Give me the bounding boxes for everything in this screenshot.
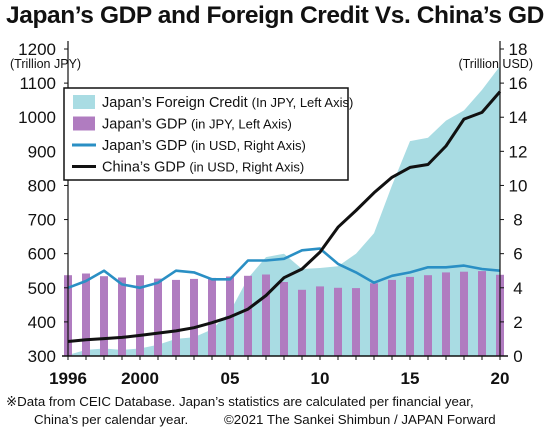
right-axis-unit: (Trillion USD) (458, 57, 533, 71)
left-tick-label-1100: 1100 (19, 74, 56, 93)
japan-gdp-bar-2000 (136, 275, 144, 356)
x-tick-label-1996: 1996 (49, 369, 87, 388)
legend-box (63, 87, 349, 181)
right-tick-label-0: 0 (513, 347, 522, 366)
left-tick-label-1000: 1000 (18, 108, 56, 127)
legend: Japan’s Foreign Credit (In JPY, Left Axi… (63, 87, 353, 181)
left-axis-unit: (Trillion JPY) (10, 57, 81, 71)
footnote: ※Data from CEIC Database. Japan’s statis… (6, 393, 538, 429)
legend-axis-note-china-gdp: (in USD, Right Axis) (189, 160, 304, 175)
legend-series-name-japan-gdp-usd: Japan’s GDP (102, 138, 191, 154)
right-tick-label-6: 6 (513, 245, 522, 264)
left-tick-label-700: 700 (28, 211, 56, 230)
legend-label-china-gdp: China’s GDP (in USD, Right Axis) (102, 160, 304, 176)
japan-gdp-bar-2009 (298, 289, 306, 356)
japan-gdp-bar-2002 (172, 279, 180, 356)
legend-label-foreign-credit: Japan’s Foreign Credit (In JPY, Left Axi… (102, 95, 353, 111)
japan-gdp-bar-2019 (478, 271, 486, 356)
page-title: Japan’s GDP and Foreign Credit Vs. China… (6, 2, 544, 29)
japan-gdp-bar-2013 (370, 283, 378, 356)
right-tick-label-14: 14 (509, 108, 528, 127)
left-tick-label-800: 800 (28, 176, 56, 195)
japan-gdp-bar-2006 (244, 275, 252, 356)
legend-axis-note-japan-gdp-usd: (in USD, Right Axis) (191, 138, 306, 153)
china-gdp-line (67, 90, 502, 343)
japan-gdp-bar-2015 (406, 276, 414, 356)
japan-gdp-bar-2007 (262, 274, 270, 356)
japan-gdp-bar-1997 (82, 273, 90, 356)
right-tick-label-16: 16 (509, 74, 528, 93)
japan-gdp-bar-2018 (460, 271, 468, 356)
left-tick-label-1200: 1200 (18, 40, 56, 59)
x-tick-label-2005: 05 (221, 369, 240, 388)
x-tick-label-2000: 2000 (121, 369, 159, 388)
x-tick-label-2010: 10 (311, 369, 330, 388)
japan-gdp-bar-1998 (100, 276, 108, 356)
japan-gdp-bar-2010 (316, 286, 324, 356)
right-tick-label-2: 2 (513, 313, 522, 332)
legend-label-japan-gdp-usd: Japan’s GDP (in USD, Right Axis) (102, 138, 306, 154)
x-tick-label-2015: 15 (401, 369, 420, 388)
legend-swatch-japan-gdp-jpy (73, 116, 95, 131)
legend-label-japan-gdp-jpy: Japan’s GDP (in JPY, Left Axis) (102, 117, 292, 133)
left-tick-label-400: 400 (28, 313, 56, 332)
copyright: ©2021 The Sankei Shimbun / JAPAN Forward (224, 412, 496, 427)
japan-gdp-bar-2017 (442, 272, 450, 356)
japan-gdp-usd-line (67, 247, 501, 290)
japan-gdp-bar-2001 (154, 278, 162, 356)
right-tick-label-18: 18 (509, 40, 528, 59)
japan-gdp-bar-2011 (334, 287, 342, 356)
footnote-line-1: ※Data from CEIC Database. Japan’s statis… (6, 394, 474, 409)
japan-gdp-bar-2003 (190, 278, 198, 356)
japan-gdp-bar-2004 (208, 277, 216, 356)
japan-gdp-bar-2014 (388, 279, 396, 356)
right-tick-label-10: 10 (509, 176, 528, 195)
gdp-lines-layer (67, 90, 502, 343)
right-tick-label-8: 8 (513, 211, 522, 230)
legend-series-name-japan-gdp-jpy: Japan’s GDP (102, 117, 191, 133)
left-tick-label-300: 300 (28, 347, 56, 366)
left-tick-label-500: 500 (28, 279, 56, 298)
right-tick-label-4: 4 (513, 279, 522, 298)
footnote-line-2-row: China’s per calendar year. ©2021 The Sank… (6, 411, 538, 429)
japan-gdp-bar-2008 (280, 282, 288, 356)
x-tick-label-2020: 20 (491, 369, 510, 388)
legend-series-name-china-gdp: China’s GDP (102, 160, 189, 176)
left-tick-label-600: 600 (28, 245, 56, 264)
left-tick-label-900: 900 (28, 142, 56, 161)
axes-layer: 300 400 500 600 700 800 900 1000 1100 1200 0 2 4 6 8 10… (10, 40, 533, 388)
legend-series-name-foreign-credit: Japan’s Foreign Credit (102, 95, 252, 111)
japan-gdp-bar-1999 (118, 277, 126, 356)
japan-gdp-bar-2012 (352, 288, 360, 356)
legend-swatch-foreign-credit (73, 95, 95, 109)
footnote-line-2: China’s per calendar year. (34, 412, 189, 427)
japan-gdp-bars-layer (64, 271, 504, 356)
right-tick-label-12: 12 (509, 142, 528, 161)
legend-axis-note-foreign-credit: (In JPY, Left Axis) (252, 95, 354, 110)
japan-gdp-bar-2016 (424, 275, 432, 356)
legend-axis-note-japan-gdp-jpy: (in JPY, Left Axis) (191, 117, 292, 132)
